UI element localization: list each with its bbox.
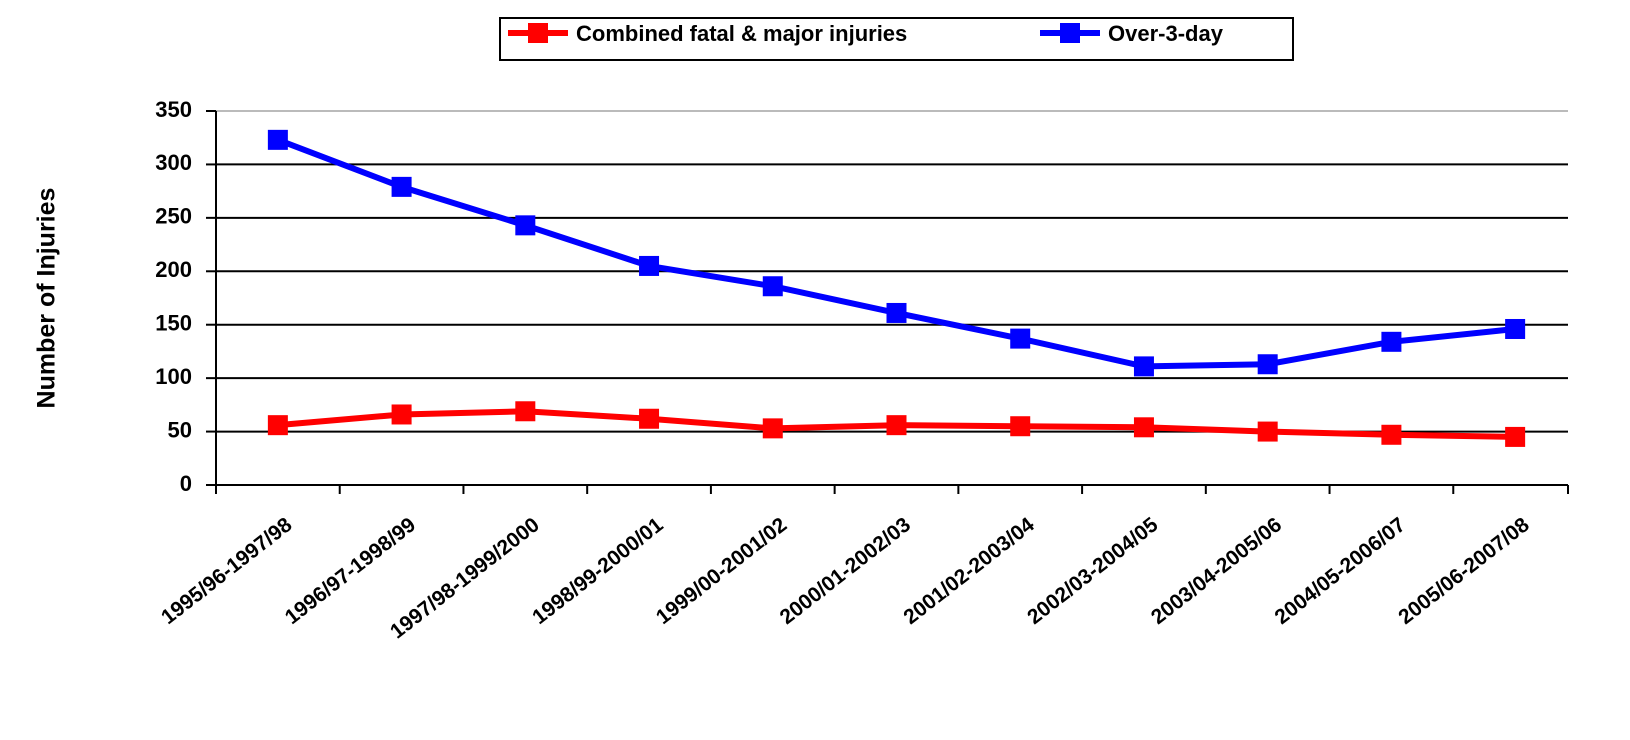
data-point [886, 415, 907, 436]
data-point [1010, 416, 1031, 437]
x-tick-label: 2002/03-2004/05 [1023, 513, 1163, 629]
data-point [267, 415, 288, 436]
x-tick-label: 2003/04-2005/06 [1147, 513, 1286, 629]
x-tick-label: 2000/01-2002/03 [776, 513, 915, 629]
x-tick-label: 2004/05-2006/07 [1271, 513, 1410, 629]
legend-label: Combined fatal & major injuries [576, 21, 907, 46]
y-tick-label: 150 [155, 311, 192, 336]
x-tick-label: 2001/02-2003/04 [899, 513, 1039, 629]
y-tick-label: 200 [155, 257, 192, 282]
legend-box [499, 17, 1294, 61]
data-point [1257, 354, 1278, 375]
data-point [1381, 331, 1402, 352]
y-tick-label: 250 [155, 204, 192, 229]
data-point [515, 401, 536, 422]
data-point [515, 215, 536, 236]
data-point [1010, 328, 1031, 349]
y-tick-label: 100 [155, 364, 192, 389]
data-point [1133, 417, 1154, 438]
data-point [1505, 426, 1526, 447]
data-point [267, 129, 288, 150]
data-point [1381, 424, 1402, 445]
series-line [276, 137, 1516, 370]
y-tick-label: 50 [168, 417, 192, 442]
x-tick-label: 1998/99-2000/01 [528, 513, 668, 629]
legend-marker [528, 23, 548, 43]
data-point [391, 176, 412, 197]
y-axis-title: Number of Injuries [33, 188, 61, 409]
x-tick-label: 2005/06-2007/08 [1394, 513, 1534, 629]
data-point [762, 418, 783, 439]
data-point [1133, 356, 1154, 377]
legend-label: Over-3-day [1108, 21, 1224, 46]
data-point [1257, 421, 1278, 442]
x-tick-label: 1999/00-2001/02 [652, 513, 791, 629]
y-tick-label: 300 [155, 150, 192, 175]
x-tick-label: 1996/97-1998/99 [281, 513, 420, 629]
data-point [1505, 318, 1526, 339]
data-point [886, 302, 907, 323]
data-point [391, 404, 412, 425]
y-tick-label: 350 [155, 97, 192, 122]
legend-marker [1060, 23, 1080, 43]
data-point [762, 276, 783, 297]
x-tick-label: 1995/96-1997/98 [157, 513, 297, 629]
y-tick-label: 0 [180, 471, 192, 496]
data-point [639, 408, 660, 429]
data-point [639, 255, 660, 276]
